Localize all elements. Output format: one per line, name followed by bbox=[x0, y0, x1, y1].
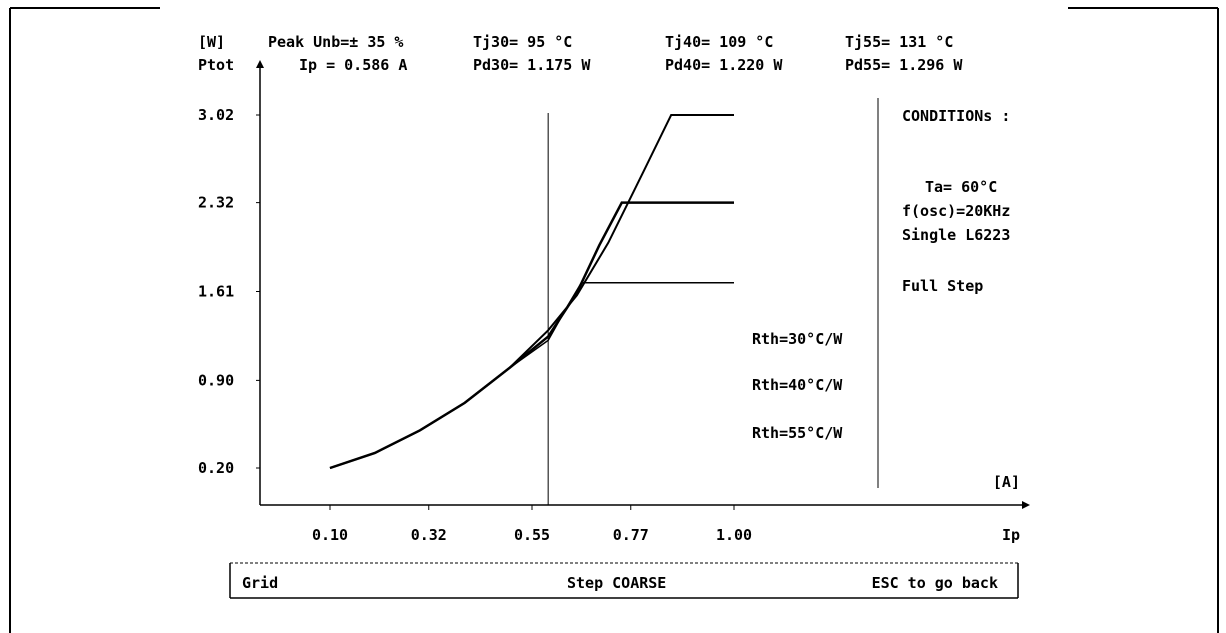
y-axis-arrow bbox=[256, 60, 264, 68]
y-tick-label: 3.02 bbox=[198, 106, 234, 124]
tj40-value: Tj40= 109 °C bbox=[665, 33, 773, 51]
step-mode-indicator[interactable]: Step COARSE bbox=[567, 574, 666, 592]
series-line-3 bbox=[329, 281, 734, 469]
conditions-step: Full Step bbox=[902, 277, 983, 295]
esc-back-hint[interactable]: ESC to go back bbox=[872, 574, 998, 592]
y-axis-name: Ptot bbox=[198, 56, 234, 74]
y-tick-label: 0.20 bbox=[198, 459, 234, 477]
peak-unb: Peak Unb=± 35 % bbox=[268, 33, 403, 51]
series-line-1 bbox=[329, 114, 734, 469]
x-axis-label: Ip bbox=[1002, 526, 1020, 544]
x-tick-label: 0.32 bbox=[411, 526, 447, 544]
tj55-value: Tj55= 131 °C bbox=[845, 33, 953, 51]
x-tick-label: 0.77 bbox=[613, 526, 649, 544]
ip-value: Ip = 0.586 A bbox=[299, 56, 407, 74]
series-line-2 bbox=[329, 201, 734, 470]
grid-toggle[interactable]: Grid bbox=[242, 574, 278, 592]
y-tick-label: 2.32 bbox=[198, 194, 234, 212]
y-tick-label: 1.61 bbox=[198, 283, 234, 301]
x-unit-label: [A] bbox=[993, 473, 1020, 491]
x-tick-label: 1.00 bbox=[716, 526, 752, 544]
pd55-value: Pd55= 1.296 W bbox=[845, 56, 963, 74]
unit-label: [W] bbox=[198, 33, 225, 51]
conditions-fosc: f(osc)=20KHz bbox=[902, 202, 1010, 220]
conditions-device: Single L6223 bbox=[902, 226, 1010, 244]
series-label-rth30: Rth=30°C/W bbox=[752, 330, 843, 348]
y-tick-label: 0.90 bbox=[198, 371, 234, 389]
tj30-value: Tj30= 95 °C bbox=[473, 33, 572, 51]
y-tick-group: 3.02 2.32 1.61 0.90 0.20 bbox=[198, 106, 260, 477]
x-tick-label: 0.10 bbox=[312, 526, 348, 544]
pd30-value: Pd30= 1.175 W bbox=[473, 56, 591, 74]
status-bar: Grid Step COARSE ESC to go back bbox=[229, 562, 1019, 599]
conditions-title: CONDITIONs : bbox=[902, 107, 1010, 125]
series-group bbox=[329, 114, 734, 470]
conditions-ta: Ta= 60°C bbox=[925, 178, 997, 196]
x-tick-group: 0.10 0.32 0.55 0.77 1.00 bbox=[312, 505, 752, 544]
series-label-rth40: Rth=40°C/W bbox=[752, 376, 843, 394]
series-label-rth55: Rth=55°C/W bbox=[752, 424, 843, 442]
pd40-value: Pd40= 1.220 W bbox=[665, 56, 783, 74]
x-tick-label: 0.55 bbox=[514, 526, 550, 544]
x-axis-arrow bbox=[1022, 501, 1030, 509]
